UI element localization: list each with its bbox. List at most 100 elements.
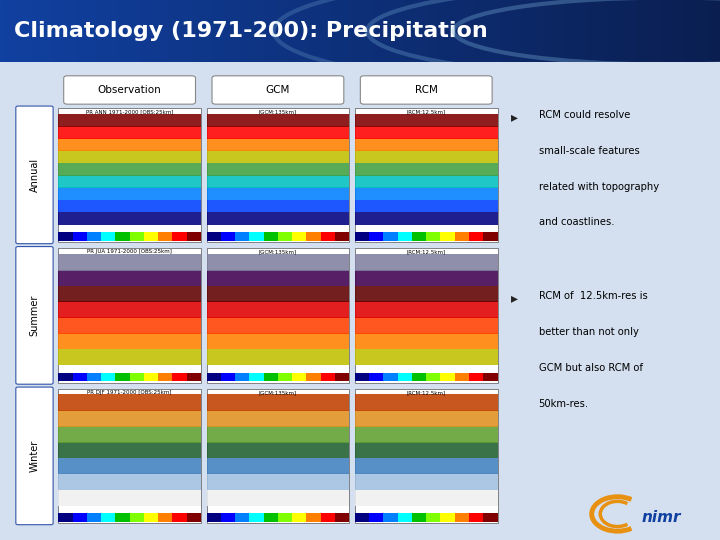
Bar — [207, 373, 221, 381]
Bar — [384, 373, 397, 381]
Bar — [490, 0, 493, 62]
Bar — [454, 0, 457, 62]
Bar — [207, 410, 349, 427]
Bar — [396, 0, 400, 62]
Bar — [209, 0, 212, 62]
Bar — [608, 0, 612, 62]
Bar — [278, 513, 292, 522]
Bar — [554, 0, 558, 62]
Bar — [58, 138, 201, 151]
Bar — [207, 151, 349, 164]
Bar — [355, 474, 498, 490]
Bar — [207, 426, 349, 443]
Bar — [281, 0, 284, 62]
Bar — [558, 0, 562, 62]
Bar — [73, 373, 87, 381]
Bar — [355, 248, 498, 383]
Bar — [355, 301, 498, 318]
Bar — [230, 0, 234, 62]
Bar — [176, 0, 180, 62]
Bar — [684, 0, 688, 62]
Bar — [355, 489, 498, 506]
Bar — [58, 489, 201, 506]
Bar — [47, 0, 50, 62]
Bar — [302, 0, 306, 62]
Bar — [612, 0, 616, 62]
Bar — [355, 426, 498, 443]
Bar — [355, 212, 498, 225]
Bar — [144, 513, 158, 522]
Bar — [108, 0, 112, 62]
Bar — [249, 373, 264, 381]
Bar — [403, 0, 407, 62]
Bar — [87, 373, 101, 381]
Bar — [58, 373, 73, 381]
Bar — [425, 0, 428, 62]
Bar — [207, 200, 349, 212]
Text: Annual: Annual — [30, 158, 40, 192]
Bar — [101, 232, 115, 241]
Bar — [172, 373, 186, 381]
Bar — [360, 0, 364, 62]
Bar — [317, 0, 320, 62]
Bar — [461, 0, 464, 62]
Bar — [320, 513, 335, 522]
Bar — [590, 0, 594, 62]
Bar — [441, 232, 455, 241]
Bar — [320, 0, 324, 62]
Bar — [87, 232, 101, 241]
Text: related with topography: related with topography — [539, 181, 659, 192]
Bar — [180, 0, 184, 62]
Bar — [101, 513, 115, 522]
Bar — [137, 0, 140, 62]
Bar — [207, 270, 349, 286]
Bar — [248, 0, 252, 62]
Bar — [58, 410, 201, 427]
Bar — [151, 0, 155, 62]
FancyBboxPatch shape — [360, 76, 492, 104]
Bar — [469, 232, 483, 241]
Bar — [455, 373, 469, 381]
Bar — [626, 0, 630, 62]
Bar — [355, 457, 498, 474]
Bar — [441, 513, 455, 522]
Text: RCM: RCM — [415, 85, 438, 95]
Bar — [40, 0, 43, 62]
Bar — [133, 0, 137, 62]
Bar — [292, 0, 295, 62]
Bar — [191, 0, 194, 62]
Bar — [58, 474, 201, 490]
Bar — [436, 0, 439, 62]
Bar — [0, 0, 4, 62]
Bar — [335, 232, 349, 241]
Bar — [709, 0, 713, 62]
Bar — [68, 0, 72, 62]
Bar — [245, 0, 248, 62]
Text: Winter: Winter — [30, 440, 40, 472]
Bar — [58, 187, 201, 200]
Bar — [374, 0, 378, 62]
Bar — [500, 0, 504, 62]
Bar — [483, 513, 498, 522]
Bar — [307, 513, 320, 522]
Bar — [32, 0, 36, 62]
Bar — [172, 513, 186, 522]
Bar — [292, 373, 307, 381]
Bar — [207, 107, 349, 242]
Bar — [241, 0, 245, 62]
Bar — [313, 0, 317, 62]
Bar — [278, 232, 292, 241]
Bar — [58, 113, 201, 126]
Bar — [469, 373, 483, 381]
Bar — [184, 0, 187, 62]
Bar — [158, 513, 172, 522]
Bar — [547, 0, 551, 62]
Bar — [264, 232, 278, 241]
Bar — [186, 513, 201, 522]
Bar — [235, 232, 249, 241]
Bar — [355, 175, 498, 188]
Bar — [292, 232, 307, 241]
Bar — [522, 0, 526, 62]
Bar — [688, 0, 691, 62]
Bar — [439, 0, 443, 62]
